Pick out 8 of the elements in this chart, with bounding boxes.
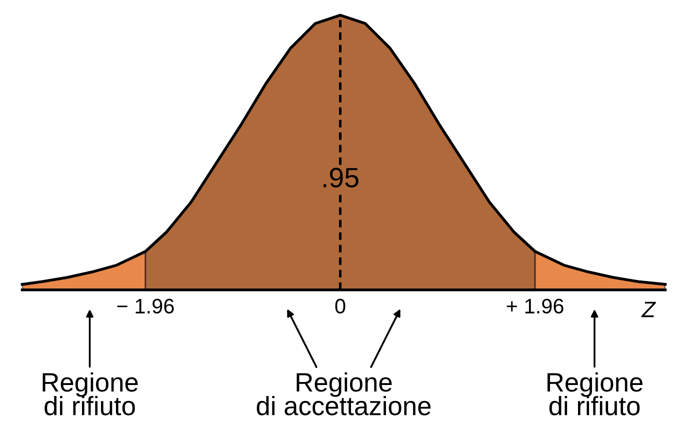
x-axis-title: Z xyxy=(641,302,656,318)
x-tick-label: + 1.96 xyxy=(506,298,564,314)
text: Regione di rifiuto xyxy=(548,372,642,416)
x-tick-label: − 1.96 xyxy=(117,298,174,314)
text: Regione di accettazione xyxy=(256,372,431,416)
annotation: .95 xyxy=(323,168,358,188)
x-tick-label: 0 xyxy=(335,298,346,314)
text: Regione di rifiuto xyxy=(42,372,138,416)
